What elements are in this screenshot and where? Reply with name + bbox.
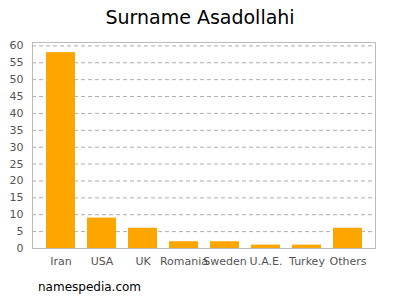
svg-text:Others: Others (330, 255, 367, 268)
svg-text:10: 10 (10, 208, 24, 221)
svg-text:0: 0 (17, 242, 24, 255)
svg-text:15: 15 (10, 191, 24, 204)
svg-text:Turkey: Turkey (288, 255, 325, 268)
svg-text:USA: USA (91, 255, 114, 268)
html-text:Surname Asadollahi: Surname Asadollahi (105, 6, 295, 28)
svg-text:50: 50 (10, 73, 24, 86)
html-text:namespedia.com: namespedia.com (38, 280, 141, 294)
svg-text:35: 35 (10, 124, 24, 137)
svg-text:5: 5 (17, 225, 24, 238)
svg-text:45: 45 (10, 90, 24, 103)
svg-text:U.A.E.: U.A.E. (250, 255, 283, 268)
svg-text:55: 55 (10, 56, 24, 69)
svg-text:20: 20 (10, 174, 24, 187)
svg-text:UK: UK (135, 255, 151, 268)
svg-text:Romania: Romania (160, 255, 208, 268)
svg-text:60: 60 (10, 39, 24, 52)
svg-text:40: 40 (10, 107, 24, 120)
svg-text:30: 30 (10, 141, 24, 154)
svg-text:Sweden: Sweden (203, 255, 246, 268)
svg-text:Iran: Iran (50, 255, 72, 268)
svg-text:25: 25 (10, 158, 24, 171)
